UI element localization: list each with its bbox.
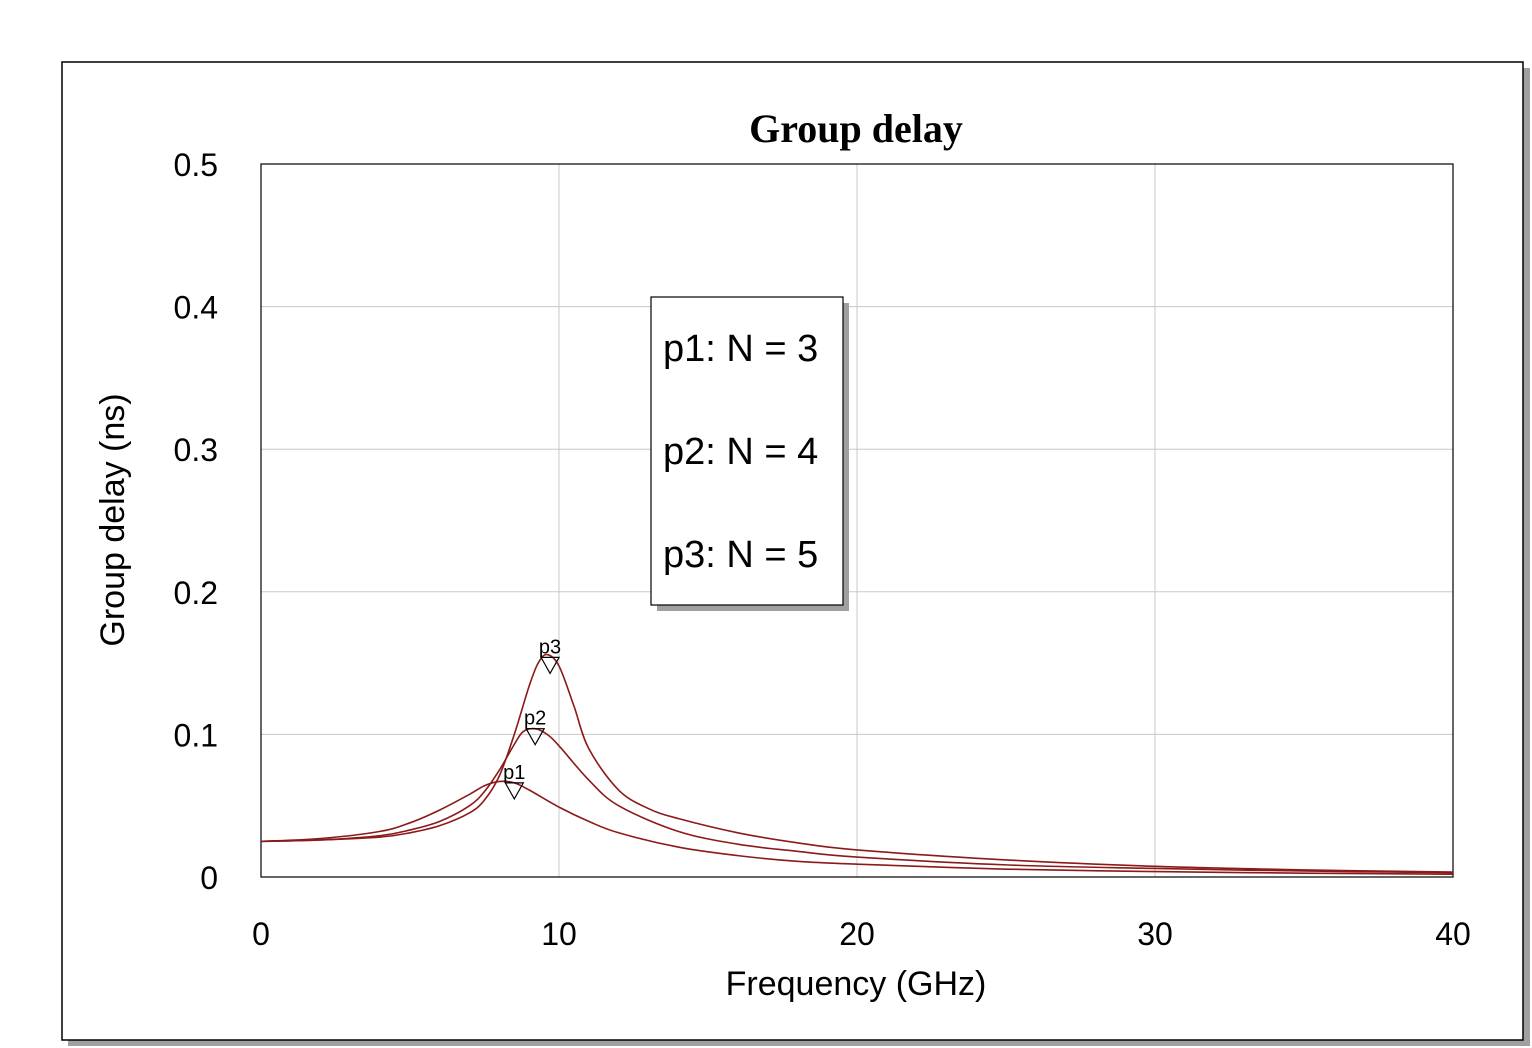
chart-title: Group delay — [749, 106, 963, 151]
series-line-p1 — [260, 780, 1454, 875]
marker-p2 — [525, 728, 546, 746]
legend-entry-p1: p1: N = 3 — [663, 328, 818, 370]
y-tick-label: 0.4 — [174, 290, 218, 326]
x-axis-label: Frequency (GHz) — [726, 965, 987, 1003]
series-line-p3 — [260, 653, 1454, 873]
legend-box — [650, 296, 844, 606]
x-tick-label: 20 — [839, 916, 875, 952]
y-tick-label: 0 — [200, 860, 218, 896]
x-ticks: 0 10 20 30 40 — [252, 916, 1471, 952]
marker-label-p3: p3 — [539, 636, 561, 658]
marker-p3 — [540, 656, 561, 675]
y-tick-label: 0.2 — [174, 575, 218, 611]
x-tick-label: 40 — [1435, 916, 1471, 952]
y-axis-label: Group delay (ns) — [94, 393, 132, 646]
y-tick-label: 0.1 — [174, 717, 218, 753]
y-ticks: 0 0.1 0.2 0.3 0.4 0.5 — [174, 147, 218, 896]
legend-entry-p2: p2: N = 4 — [663, 431, 818, 473]
series-lines — [260, 653, 1454, 875]
x-tick-label: 0 — [252, 916, 270, 952]
legend-entry-p3: p3: N = 5 — [663, 534, 818, 576]
x-tick-label: 10 — [541, 916, 577, 952]
series-line-p2 — [260, 727, 1454, 874]
x-tick-label: 30 — [1137, 916, 1173, 952]
series-markers: p1 p2 p3 — [503, 636, 561, 801]
y-tick-label: 0.3 — [174, 432, 218, 468]
plot-area — [260, 163, 1454, 878]
y-tick-label: 0.5 — [174, 147, 218, 183]
marker-p1 — [504, 782, 525, 801]
marker-label-p2: p2 — [524, 708, 546, 730]
marker-label-p1: p1 — [503, 762, 525, 784]
